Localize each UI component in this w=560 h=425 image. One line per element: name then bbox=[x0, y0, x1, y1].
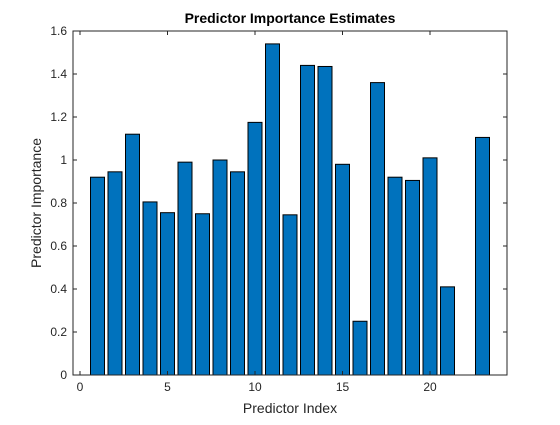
bar-5 bbox=[160, 212, 175, 376]
bar-20 bbox=[422, 157, 438, 376]
bar-8 bbox=[212, 159, 228, 376]
bar-15 bbox=[335, 163, 350, 376]
y-tick-label: 0.6 bbox=[50, 239, 67, 253]
y-axis-ticks: 0 0.2 0.4 0.6 0.8 1 1.2 1.4 1.6 bbox=[50, 24, 507, 382]
bar-17 bbox=[370, 82, 385, 376]
x-tick-label: 10 bbox=[248, 380, 262, 394]
bar-2 bbox=[107, 171, 123, 376]
bar-3 bbox=[125, 133, 140, 376]
y-tick-label: 1.2 bbox=[50, 110, 67, 124]
bar-4 bbox=[142, 201, 158, 376]
x-axis-ticks: 0 5 10 15 20 bbox=[77, 31, 437, 394]
bar-12 bbox=[282, 214, 298, 376]
y-tick-label: 0 bbox=[60, 368, 67, 382]
bar-18 bbox=[387, 176, 403, 376]
x-tick-label: 15 bbox=[336, 380, 350, 394]
bar-21 bbox=[440, 286, 455, 376]
x-axis-label: Predictor Index bbox=[243, 400, 337, 416]
y-axis-label: Predictor Importance bbox=[28, 138, 44, 268]
bar-16 bbox=[352, 320, 368, 376]
bar-14 bbox=[317, 65, 333, 376]
bar-7 bbox=[195, 213, 210, 376]
bars-group bbox=[90, 43, 490, 376]
bar-6 bbox=[177, 161, 193, 376]
bar-10 bbox=[247, 121, 263, 376]
bar-23 bbox=[475, 136, 490, 376]
y-tick-label: 0.8 bbox=[50, 196, 67, 210]
bar-9 bbox=[230, 171, 245, 376]
x-tick-label: 20 bbox=[423, 380, 437, 394]
bar-13 bbox=[300, 64, 315, 376]
y-tick-label: 0.2 bbox=[50, 325, 67, 339]
y-tick-label: 1 bbox=[60, 153, 67, 167]
y-tick-label: 1.6 bbox=[50, 24, 67, 38]
bar-11 bbox=[265, 43, 280, 376]
y-tick-label: 0.4 bbox=[50, 282, 67, 296]
bar-1 bbox=[90, 176, 105, 376]
y-tick-label: 1.4 bbox=[50, 67, 67, 81]
x-tick-label: 0 bbox=[77, 380, 84, 394]
x-tick-label: 5 bbox=[164, 380, 171, 394]
bar-19 bbox=[405, 179, 420, 376]
chart-title: Predictor Importance Estimates bbox=[185, 10, 396, 26]
